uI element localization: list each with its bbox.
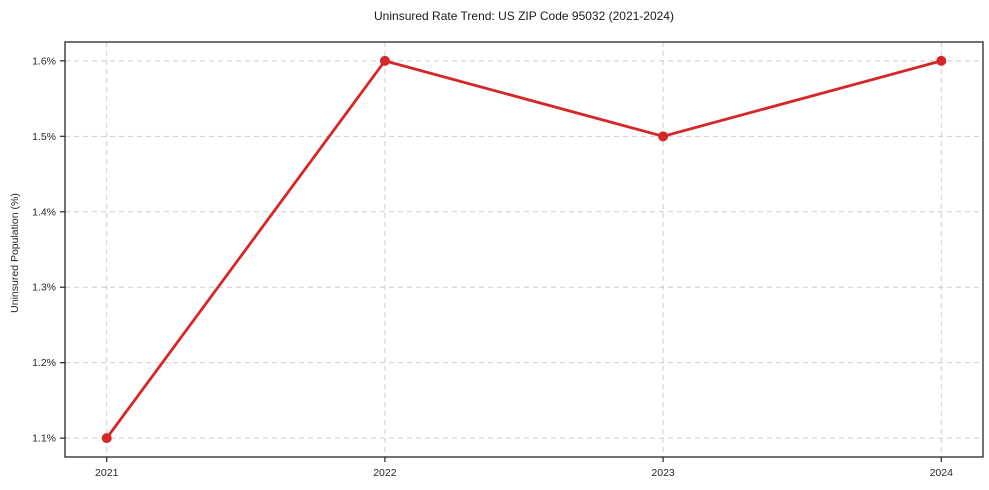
y-tick-label: 1.2%	[32, 357, 56, 369]
data-point-marker	[658, 131, 669, 142]
x-tick-label: 2022	[373, 467, 397, 479]
trend-line	[105, 59, 943, 440]
y-tick-label: 1.3%	[32, 282, 56, 294]
x-tick-label: 2024	[930, 467, 954, 479]
y-tick-label: 1.4%	[32, 206, 56, 218]
plot-border	[64, 41, 984, 458]
data-point-marker	[101, 433, 112, 444]
chart-title: Uninsured Rate Trend: US ZIP Code 95032 …	[374, 9, 674, 23]
y-tick-label: 1.6%	[32, 55, 56, 67]
data-point-marker	[379, 55, 390, 66]
y-tick-label: 1.1%	[32, 433, 56, 445]
data-point-marker	[936, 55, 947, 66]
y-tick-label: 1.5%	[32, 131, 56, 143]
x-tick-label: 2023	[651, 467, 675, 479]
x-tick-label: 2021	[95, 467, 119, 479]
